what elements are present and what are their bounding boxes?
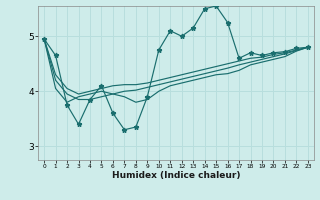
X-axis label: Humidex (Indice chaleur): Humidex (Indice chaleur) xyxy=(112,171,240,180)
